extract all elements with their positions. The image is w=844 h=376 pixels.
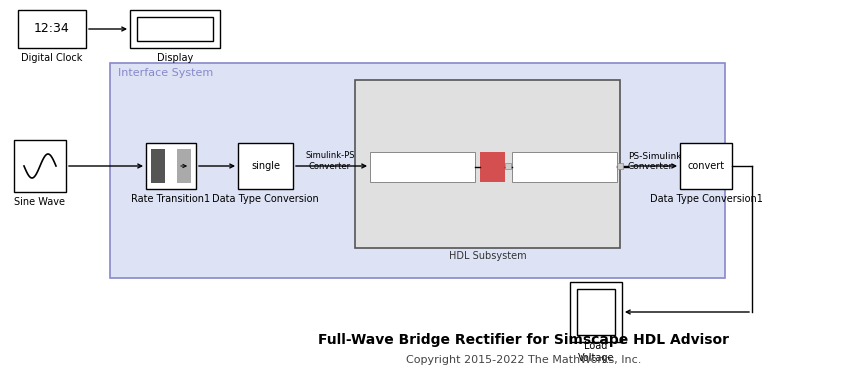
Bar	[151, 149, 165, 183]
Bar	[511, 152, 616, 182]
Text: Data Type Conversion: Data Type Conversion	[212, 194, 318, 204]
Bar	[137, 17, 213, 41]
Text: PS-Simulink Converter: PS-Simulink Converter	[521, 162, 607, 171]
Text: Interface System: Interface System	[118, 68, 213, 78]
Bar	[679, 143, 731, 189]
Bar	[110, 63, 724, 278]
Text: Digital Clock: Digital Clock	[21, 53, 83, 63]
Text: single: single	[251, 161, 279, 171]
Text: Full-Wave Bridge Rectifier for Simscape HDL Advisor: Full-Wave Bridge Rectifier for Simscape …	[318, 333, 728, 347]
Text: HDL Subsystem: HDL Subsystem	[448, 251, 526, 261]
Text: Simulink-PS
Converter: Simulink-PS Converter	[305, 151, 354, 171]
Bar	[354, 80, 619, 248]
Text: Copyright 2015-2022 The MathWorks, Inc.: Copyright 2015-2022 The MathWorks, Inc.	[406, 355, 641, 365]
Bar	[238, 143, 293, 189]
Text: Sine Wave: Sine Wave	[14, 197, 66, 207]
Bar	[370, 152, 474, 182]
Bar	[505, 163, 511, 169]
Text: convert: convert	[687, 161, 723, 171]
Bar	[130, 10, 219, 48]
Bar	[616, 163, 622, 169]
Bar	[576, 289, 614, 335]
Bar	[570, 282, 621, 342]
Text: Rate Transition1: Rate Transition1	[132, 194, 210, 204]
Text: Simulink-PS Converter: Simulink-PS Converter	[379, 162, 465, 171]
Bar	[14, 140, 66, 192]
Bar	[18, 10, 86, 48]
Bar	[176, 149, 191, 183]
Text: Display: Display	[157, 53, 193, 63]
Text: 12:34: 12:34	[34, 23, 70, 35]
Bar	[479, 152, 505, 182]
Text: Load
Voltage: Load Voltage	[577, 341, 614, 363]
Text: PS-Simulink
Converter: PS-Simulink Converter	[627, 152, 681, 171]
Bar	[146, 143, 196, 189]
Text: Data Type Conversion1: Data Type Conversion1	[649, 194, 761, 204]
